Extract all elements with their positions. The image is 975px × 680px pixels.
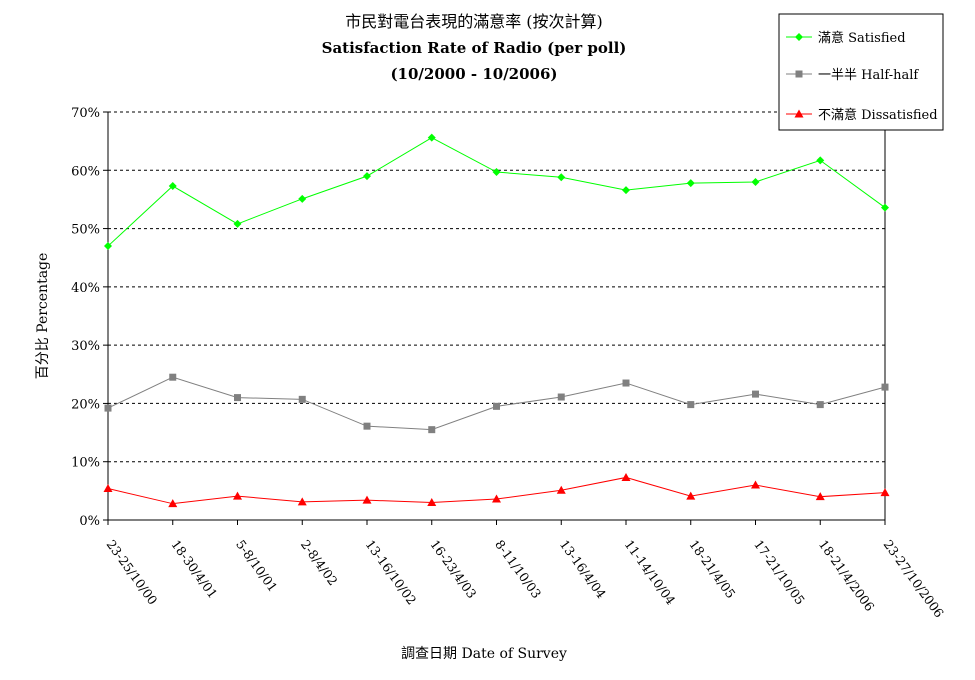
- data-point: [234, 394, 241, 402]
- data-point: [557, 393, 565, 401]
- data-point: [686, 179, 695, 188]
- series-1: [104, 373, 889, 434]
- series-0: [104, 133, 889, 251]
- data-point: [751, 177, 760, 186]
- data-point: [104, 404, 112, 412]
- x-tick-label: 5-8/10/01: [233, 537, 281, 595]
- data-point: [816, 156, 825, 165]
- data-point: [363, 422, 371, 430]
- series-2: [103, 472, 890, 508]
- data-point: [815, 492, 825, 501]
- legend-item: 滿意 Satisfied: [786, 30, 906, 46]
- data-point: [298, 395, 306, 403]
- data-point: [881, 383, 889, 391]
- y-tick-label: 60%: [71, 164, 100, 179]
- x-tick-label: 18-30/4/01: [168, 537, 220, 601]
- x-tick-label: 23-27/10/2006: [881, 537, 947, 620]
- data-point: [492, 494, 501, 503]
- legend-marker: [795, 70, 803, 78]
- data-point: [557, 173, 566, 182]
- x-tick-label: 8-11/10/03: [492, 537, 544, 601]
- data-point: [880, 488, 890, 497]
- data-point: [168, 182, 177, 191]
- data-point: [428, 426, 436, 434]
- y-axis-label: 百分比 Percentage: [35, 253, 51, 380]
- chart-subtitle: Satisfaction Rate of Radio (per poll): [322, 39, 627, 57]
- data-point: [168, 499, 178, 508]
- data-point: [556, 485, 566, 494]
- data-point: [427, 133, 436, 142]
- y-tick-label: 10%: [71, 456, 100, 471]
- data-point: [752, 390, 759, 398]
- legend-marker: [795, 33, 803, 41]
- y-tick-label: 30%: [71, 339, 100, 354]
- x-tick-label: 17-21/10/05: [751, 537, 808, 608]
- legend-box: [778, 13, 944, 131]
- x-ticks: 23-25/10/00 18-30/4/01 5-8/10/01 2-8/4/02 13…: [104, 520, 947, 620]
- data-point: [169, 373, 177, 381]
- x-tick-label: 11-14/10/04: [622, 537, 679, 608]
- data-point: [622, 186, 630, 195]
- y-tick-label: 40%: [71, 281, 100, 296]
- x-tick-label: 18-21/4/2006: [816, 537, 878, 614]
- chart-title: 市民對電台表現的滿意率 (按次計算): [345, 12, 603, 31]
- x-tick-label: 16-23/4/03: [427, 537, 479, 601]
- legend-item: 不滿意 Dissatisfied: [786, 107, 938, 123]
- legend-item: 一半半 Half-half: [786, 68, 919, 83]
- data-point: [816, 401, 824, 409]
- data-point: [233, 219, 242, 228]
- legend-label: 不滿意 Dissatisfied: [818, 107, 938, 123]
- x-tick-label: 23-25/10/00: [104, 537, 161, 608]
- data-point: [298, 194, 307, 203]
- series: [103, 133, 890, 508]
- data-point: [104, 242, 112, 251]
- x-axis-label: 調查日期 Date of Survey: [401, 646, 567, 662]
- data-point: [881, 203, 889, 212]
- y-ticks: 0% 10% 20% 30% 40% 50% 60% 70%: [71, 106, 108, 529]
- data-point: [687, 401, 695, 409]
- x-tick-label: 18-21/4/05: [686, 537, 738, 601]
- data-point: [622, 379, 630, 387]
- data-point: [686, 491, 696, 500]
- legend-label: 一半半 Half-half: [818, 68, 919, 83]
- y-tick-label: 70%: [71, 106, 100, 121]
- data-point: [427, 498, 437, 507]
- data-point: [103, 484, 113, 493]
- chart-subtitle-range: (10/2000 - 10/2006): [390, 65, 557, 83]
- data-point: [363, 172, 371, 181]
- data-point: [233, 491, 242, 500]
- x-tick-label: 2-8/4/02: [298, 537, 341, 588]
- x-tick-label: 13-16/4/04: [557, 537, 609, 601]
- data-point: [751, 480, 760, 489]
- legend-label: 滿意 Satisfied: [818, 30, 906, 46]
- y-tick-label: 50%: [71, 223, 100, 238]
- legend-marker: [794, 109, 804, 118]
- series-line: [107, 137, 886, 247]
- y-tick-label: 20%: [71, 397, 100, 412]
- data-point: [362, 495, 372, 504]
- data-point: [493, 402, 500, 410]
- data-point: [492, 168, 501, 177]
- data-point: [297, 497, 307, 506]
- x-tick-label: 13-16/10/02: [363, 537, 420, 608]
- legend: 滿意 Satisfied 一半半 Half-half 不滿意 Dissatisfie…: [778, 13, 944, 131]
- y-tick-label: 0%: [79, 514, 100, 529]
- data-point: [621, 472, 631, 481]
